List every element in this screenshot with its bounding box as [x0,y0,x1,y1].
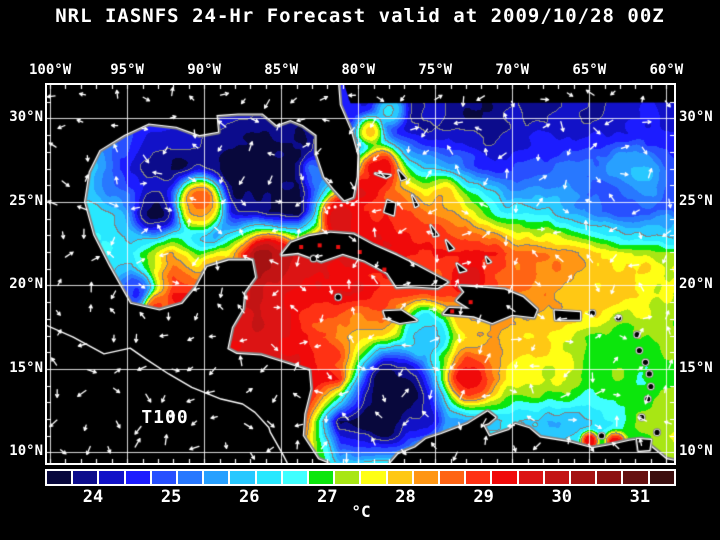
colorbar-cell [544,471,570,484]
colorbar-cell [73,471,98,484]
lon-tick-label: 80°W [341,62,376,78]
colorbar-cell [649,471,674,484]
colorbar-cell [47,471,72,484]
colorbar-cell [125,471,150,484]
colorbar-cell [597,471,622,484]
lat-tick-label: 20°N [9,276,43,293]
lat-tick-label: 25°N [679,192,713,209]
lon-tick-label: 65°W [572,62,607,78]
colorbar-cell [413,471,439,484]
colorbar-cell [230,471,255,484]
lon-tick-label: 100°W [29,62,72,78]
lat-tick-label: 30°N [679,109,713,126]
lat-tick-label: 15°N [9,359,43,376]
colorbar-tick-label: 30 [551,487,572,507]
lat-tick-label: 20°N [679,276,713,293]
colorbar-cell [466,471,491,484]
colorbar-cell [204,471,229,484]
temperature-map-canvas [47,85,674,463]
colorbar-cell [178,471,203,484]
lon-tick-label: 75°W [418,62,453,78]
lon-tick-label: 90°W [187,62,221,78]
colorbar-tick-label: 29 [473,487,494,507]
colorbar-cell [335,471,360,484]
colorbar-cell [99,471,124,484]
lat-tick-label: 30°N [9,109,43,126]
colorbar-cell [151,471,177,484]
colorbar-cell [492,471,517,484]
colorbar-tick-label: 27 [317,487,338,507]
colorbar-tick-label: 26 [239,487,260,507]
colorbar-cell [440,471,465,484]
page-title: NRL IASNFS 24-Hr Forecast valid at 2009/… [55,5,665,27]
colorbar-cell [518,471,543,484]
colorbar-cell [387,471,412,484]
lon-tick-label: 95°W [110,62,144,78]
lat-tick-label: 15°N [679,359,713,376]
colorbar-tick-label: 31 [629,487,651,507]
variable-label: T100 [141,407,189,428]
colorbar-unit-label: °C [351,502,371,521]
colorbar-cell [282,471,308,484]
lat-tick-label: 10°N [679,443,713,460]
lat-tick-label: 25°N [9,192,43,209]
lat-tick-label: 10°N [9,443,43,460]
colorbar-tick-label: 28 [395,487,416,507]
colorbar [45,469,676,486]
colorbar-tick-label: 25 [160,487,182,507]
map-frame [45,83,676,465]
lon-tick-label: 70°W [495,62,530,78]
colorbar-cell [571,471,596,484]
colorbar-cell [361,471,386,484]
colorbar-cell [309,471,334,484]
colorbar-cell [623,471,648,484]
lon-tick-label: 85°W [264,62,299,78]
lon-tick-label: 60°W [649,62,684,78]
colorbar-tick-label: 24 [82,487,104,507]
colorbar-cell [256,471,281,484]
